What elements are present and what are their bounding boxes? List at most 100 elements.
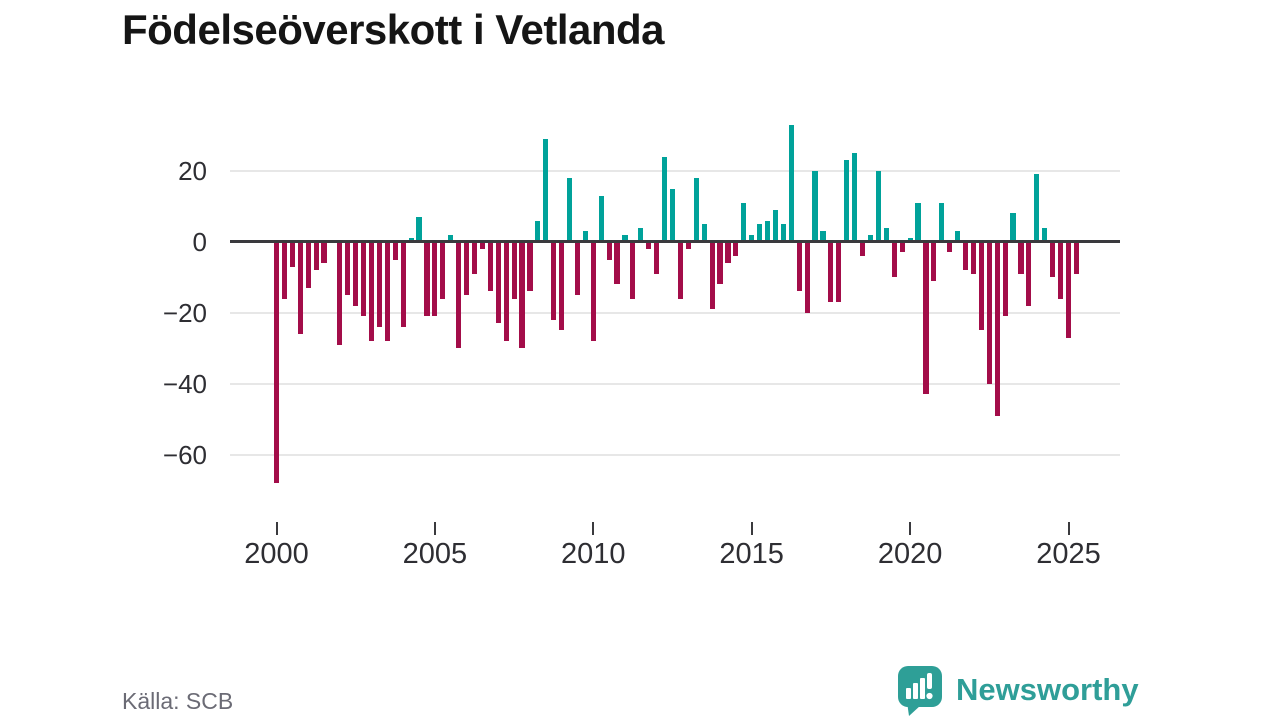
bar	[574, 241, 581, 295]
zero-line	[230, 240, 1120, 244]
bar	[962, 241, 969, 271]
bar	[986, 241, 992, 384]
bar	[852, 153, 858, 242]
newsworthy-logo: Newsworthy	[896, 664, 1139, 716]
bar	[440, 241, 446, 299]
bar	[305, 241, 311, 288]
bar	[519, 241, 525, 349]
x-axis: 2000 2005 2010 2015 2020 2025	[230, 520, 1120, 590]
bar	[559, 241, 565, 331]
bar	[780, 224, 786, 242]
bar	[392, 241, 398, 260]
bar	[503, 241, 509, 342]
bar	[368, 241, 375, 342]
bar	[590, 241, 596, 342]
bar	[947, 241, 953, 253]
bar	[867, 234, 874, 242]
bar	[630, 241, 636, 299]
x-tick-mark	[1067, 522, 1070, 535]
bar	[614, 241, 620, 285]
bar	[361, 241, 367, 317]
bar	[733, 241, 739, 256]
bar	[661, 156, 668, 242]
bar	[337, 241, 343, 345]
bar	[788, 124, 794, 242]
bar	[1050, 241, 1056, 278]
bar	[527, 241, 533, 292]
bar	[915, 202, 921, 242]
bar	[978, 241, 984, 331]
bar	[424, 241, 430, 317]
bar	[289, 241, 295, 267]
bar	[1034, 174, 1040, 242]
bar	[566, 177, 573, 242]
bar	[1026, 241, 1032, 306]
gridline	[230, 169, 1120, 172]
bar	[345, 241, 351, 295]
x-tick-mark	[750, 522, 753, 535]
bar	[677, 241, 683, 299]
x-tick-mark	[275, 522, 278, 535]
bar	[495, 241, 501, 324]
bar	[685, 241, 691, 249]
y-axis-labels: 20 0 −20 −40 −60	[85, 100, 207, 520]
bar	[669, 188, 676, 242]
bar	[487, 241, 493, 292]
bar	[471, 241, 478, 274]
bar	[725, 241, 731, 264]
bar	[859, 241, 866, 256]
bar	[511, 241, 517, 299]
bar	[749, 234, 755, 242]
bar	[463, 241, 470, 295]
bar	[448, 234, 454, 242]
x-tick-mark	[909, 522, 912, 535]
bar	[400, 241, 406, 327]
bar	[376, 241, 383, 327]
x-tick-label: 2015	[719, 538, 784, 570]
bar	[598, 195, 604, 242]
source-note: Källa: SCB	[122, 688, 234, 714]
y-tick-label: −40	[162, 368, 207, 399]
speech-bubble-bar-chart-icon	[898, 666, 942, 716]
bar	[994, 241, 1000, 416]
bar	[606, 241, 612, 260]
x-tick-label: 2005	[402, 538, 468, 570]
bar	[456, 241, 462, 349]
bar	[701, 224, 707, 242]
bar	[432, 241, 438, 317]
bar	[1065, 241, 1072, 338]
bar	[907, 238, 913, 242]
bar	[844, 160, 850, 242]
bar	[764, 220, 771, 242]
bar	[820, 231, 826, 242]
bar	[479, 241, 485, 249]
bar	[353, 241, 359, 306]
bar	[693, 177, 699, 242]
bar	[297, 241, 303, 334]
bar	[384, 241, 390, 342]
gridline	[230, 453, 1120, 456]
chart-title: Födelseöverskott i Vetlanda	[122, 6, 665, 53]
bar	[931, 241, 937, 281]
bar	[709, 241, 715, 310]
bar	[1010, 213, 1016, 242]
bar	[1018, 241, 1024, 274]
bar	[273, 241, 280, 483]
bar	[638, 227, 644, 242]
bar	[582, 231, 588, 242]
bar	[646, 241, 652, 249]
gridline	[230, 382, 1120, 385]
y-tick-label: 20	[178, 155, 207, 186]
bar	[891, 241, 897, 278]
bar	[741, 202, 747, 242]
bar	[281, 241, 287, 299]
plot-area	[230, 100, 1120, 520]
bar	[408, 238, 414, 242]
bar	[654, 241, 660, 274]
bar	[796, 241, 802, 292]
bar	[757, 224, 763, 242]
y-tick-label: −60	[162, 439, 207, 470]
bar	[812, 170, 818, 242]
bar	[939, 202, 945, 242]
bar	[543, 138, 549, 242]
